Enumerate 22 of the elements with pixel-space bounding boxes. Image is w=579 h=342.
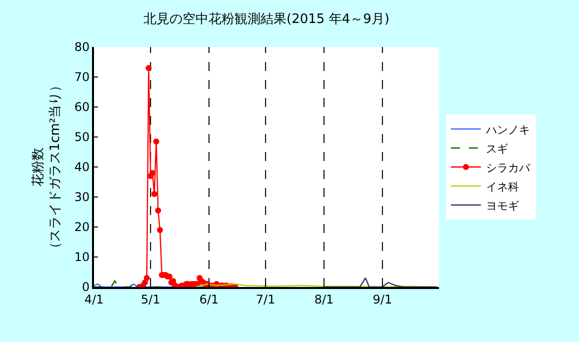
y-tick-label: 60 (74, 100, 90, 114)
x-tick-label: 7/1 (256, 292, 276, 306)
y-tick-label: 80 (74, 40, 90, 54)
legend-label: イネ科 (486, 180, 519, 194)
y-tick-label: 20 (74, 220, 90, 234)
y-tick-label: 40 (74, 160, 90, 174)
y-tick-label: 0 (82, 280, 90, 294)
legend-label: ハンノキ (484, 123, 530, 136)
y-axis-title: 花粉数（スライドガラス1cm²当り） (30, 78, 63, 256)
x-tick-label: 8/1 (314, 292, 334, 306)
x-tick-label: 6/1 (199, 292, 219, 306)
x-tick-label: 5/1 (140, 292, 160, 306)
x-tick-label: 4/1 (84, 292, 104, 306)
chart-title: 北見の空中花粉観測結果(2015 年4～9月) (144, 12, 390, 27)
legend-label: スギ (486, 142, 508, 156)
y-tick-label: 70 (74, 70, 90, 84)
y-tick-label: 10 (74, 250, 90, 264)
legend-label: シラカバ (486, 161, 531, 174)
y-tick-label: 30 (74, 190, 90, 204)
x-tick-label: 9/1 (372, 292, 392, 306)
legend-label: ヨモギ (486, 199, 519, 212)
y-tick-label: 50 (74, 130, 90, 144)
